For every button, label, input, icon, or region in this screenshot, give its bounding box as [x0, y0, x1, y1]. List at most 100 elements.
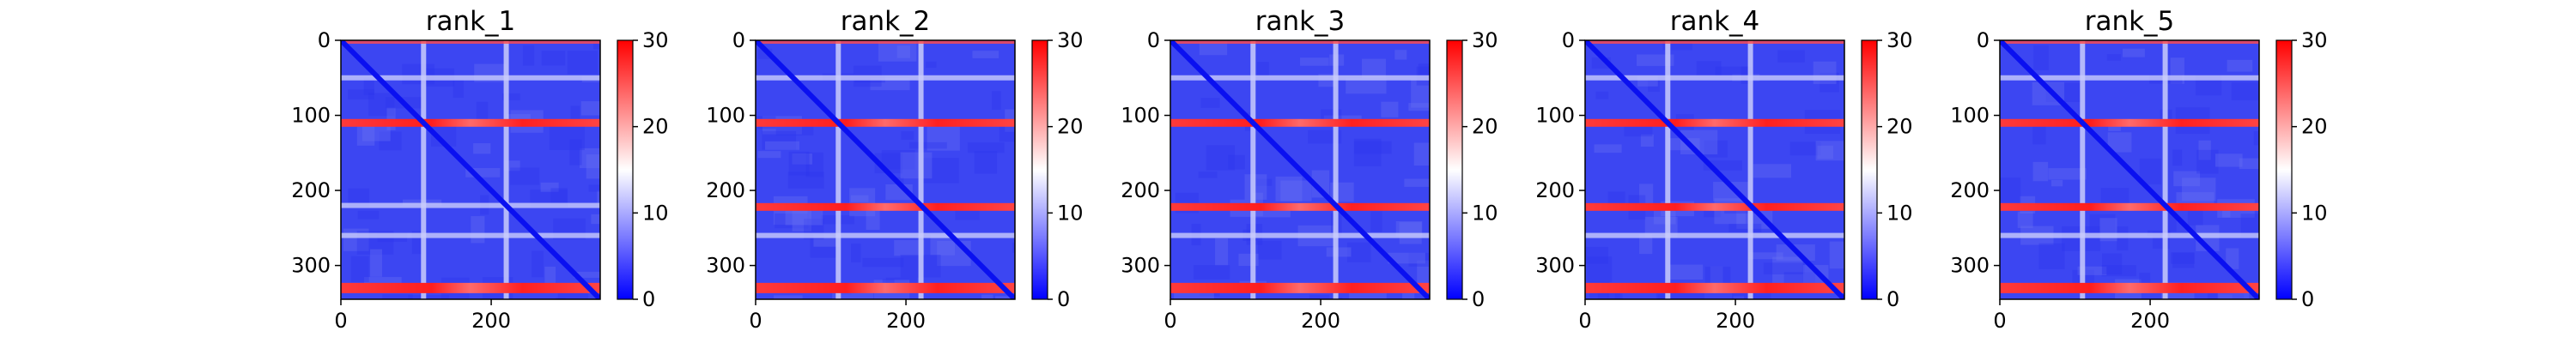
- heatmap-texture-block: [900, 152, 933, 179]
- y-tick-label: 200: [706, 178, 745, 202]
- heatmap-texture-block: [2089, 214, 2116, 237]
- y-tick-label: 0: [1147, 28, 1160, 52]
- heatmap-texture-block: [356, 125, 375, 146]
- heatmap-texture-block: [586, 154, 600, 179]
- heatmap-texture-block: [580, 101, 600, 116]
- colorbar-tick-label: 10: [642, 201, 669, 225]
- heatmap-texture-block: [894, 240, 925, 256]
- heatmap-texture-block: [762, 130, 797, 150]
- plot-frame: [340, 39, 601, 300]
- faint-row-stripe: [341, 202, 600, 208]
- high-error-row-band: [341, 282, 600, 293]
- heatmap-texture-block: [1703, 160, 1742, 171]
- x-tick-label: 200: [886, 309, 926, 333]
- heatmap-texture-block: [350, 256, 369, 283]
- faint-column-stripe: [918, 40, 924, 299]
- heatmap-texture-block: [1704, 140, 1728, 158]
- diagonal-low-error: [1170, 40, 1430, 299]
- heatmap-texture-block: [2017, 211, 2033, 228]
- y-tick-label: 200: [291, 178, 331, 202]
- faint-column-stripe: [1747, 40, 1753, 299]
- faint-row-stripe: [2000, 75, 2259, 81]
- heatmap-texture-block: [1388, 252, 1425, 264]
- heatmap-texture-block: [1777, 50, 1805, 63]
- heatmap-texture-block: [1668, 264, 1704, 280]
- y-tick-label: 100: [291, 104, 331, 128]
- plot-frame: [1170, 39, 1431, 300]
- faint-column-stripe: [421, 40, 427, 299]
- heatmap-texture-block: [382, 294, 413, 299]
- heatmap-texture-block: [2050, 179, 2063, 187]
- heatmap-matrix: [2000, 40, 2259, 299]
- heatmap-texture-block: [510, 167, 540, 185]
- colorbar-tick-label: 20: [1472, 115, 1498, 139]
- heatmap-texture-block: [1012, 243, 1015, 253]
- heatmap-texture-block: [2106, 54, 2121, 61]
- top-edge-strip: [1170, 40, 1430, 44]
- heatmap-texture-block: [368, 93, 395, 117]
- heatmap-texture-block: [2032, 161, 2049, 182]
- heatmap-texture-block: [2253, 131, 2259, 146]
- heatmap-texture-block: [1361, 58, 1386, 79]
- heatmap-texture-block: [937, 240, 971, 267]
- diagonal-low-error: [1585, 40, 1844, 299]
- top-edge-strip: [756, 40, 1015, 44]
- heatmap-texture-block: [1199, 40, 1228, 56]
- heatmap-texture-block: [2227, 59, 2253, 72]
- heatmap-texture-block: [2240, 214, 2259, 238]
- heatmap-texture-block: [1656, 292, 1667, 299]
- heatmap-texture-block: [967, 142, 1005, 153]
- heatmap-texture-block: [1748, 252, 1783, 260]
- heatmap-texture-block: [882, 279, 895, 287]
- heatmap-texture-block: [1411, 79, 1430, 108]
- colorbar-tick-label: 30: [2301, 28, 2328, 52]
- heatmap-texture-block: [1595, 91, 1609, 99]
- heatmap-texture-block: [896, 45, 910, 58]
- heatmap-texture-block: [1353, 138, 1382, 166]
- heatmap-texture-block: [1647, 80, 1660, 92]
- heatmap-texture-block: [597, 190, 600, 203]
- x-tick-label: 0: [1578, 309, 1591, 333]
- heatmap-texture-block: [1370, 211, 1382, 232]
- heatmap-texture-block: [411, 231, 422, 255]
- heatmap-panel-1: rank_1 0 100 200 300 0 200 0 10 20 30: [291, 6, 668, 333]
- heatmap-texture-block: [2172, 149, 2183, 166]
- heatmap-texture-block: [1381, 101, 1399, 117]
- heatmap-texture-block: [1194, 265, 1230, 280]
- colorbar: [1031, 39, 1048, 300]
- faint-row-stripe: [341, 75, 600, 81]
- heatmap-texture-block: [1789, 141, 1821, 156]
- plot-frame: [755, 39, 1016, 300]
- heatmap-texture-block: [1640, 134, 1654, 147]
- faint-row-stripe: [756, 75, 1015, 81]
- top-edge-strip: [2000, 40, 2259, 44]
- x-tick-label: 200: [471, 309, 511, 333]
- heatmap-texture-block: [1275, 176, 1303, 202]
- colorbar: [617, 39, 634, 300]
- heatmap-texture-block: [981, 294, 993, 299]
- heatmap-texture-block: [1813, 61, 1837, 84]
- high-error-row-band: [1585, 282, 1844, 293]
- heatmap-texture-block: [862, 257, 904, 268]
- heatmap-texture-block: [1607, 290, 1620, 299]
- colorbar-tick-label: 0: [1057, 287, 1070, 311]
- heatmap-texture-block: [593, 42, 600, 50]
- heatmap-texture-block: [2048, 168, 2087, 180]
- heatmap-texture-block: [2215, 153, 2243, 167]
- heatmap-matrix: [1170, 40, 1430, 299]
- heatmap-texture-block: [502, 93, 520, 100]
- faint-column-stripe: [2080, 40, 2086, 299]
- high-error-row-band: [2000, 202, 2259, 211]
- heatmap-texture-block: [1346, 78, 1387, 94]
- heatmap-texture-block: [2173, 171, 2201, 187]
- heatmap-matrix: [1585, 40, 1844, 299]
- colorbar-tick-label: 20: [1057, 115, 1084, 139]
- heatmap-texture-block: [2101, 265, 2136, 277]
- heatmap-texture-block: [570, 105, 580, 122]
- heatmap-texture-block: [1418, 63, 1430, 76]
- heatmap-texture-block: [851, 244, 861, 262]
- high-error-row-band: [756, 118, 1015, 127]
- heatmap-texture-block: [2198, 140, 2211, 160]
- x-tick-label: 0: [1993, 309, 2006, 333]
